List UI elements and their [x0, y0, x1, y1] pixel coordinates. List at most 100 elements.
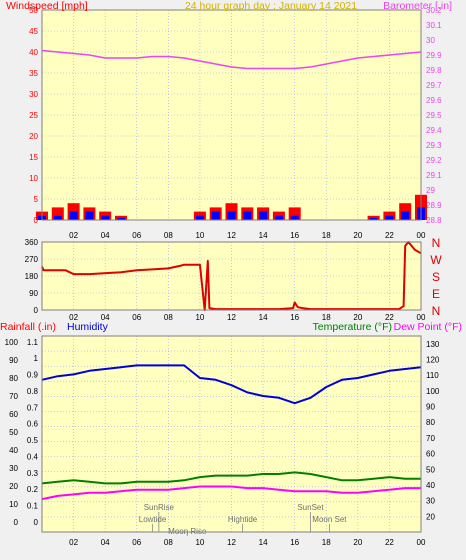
humidity-y-tick-label: 70 — [9, 392, 18, 401]
humidity-axis-label: Humidity — [67, 321, 109, 333]
gust-bar — [259, 211, 268, 220]
rain-y-tick-label: 0.9 — [27, 371, 39, 380]
temp-x-tick-label: 02 — [69, 538, 78, 547]
humidity-y-tick-label: 100 — [5, 338, 19, 347]
gust-bar — [274, 215, 283, 220]
wind-x-tick-label: 18 — [322, 231, 331, 240]
humidity-y-tick-label: 0 — [14, 518, 19, 527]
wind-x-tick-label: 04 — [101, 231, 110, 240]
direction-x-ticks: 02 04 06 08 10 12 14 16 18 20 22 00 — [69, 313, 426, 322]
wind-plot-border — [41, 9, 422, 221]
wind-y-tick-label: 30 — [29, 90, 38, 99]
direction-y-tick-label: 270 — [25, 255, 39, 264]
rain-y-tick-label: 0.5 — [27, 436, 39, 445]
graph-title: 24 hour graph day : January 14 2021 — [185, 0, 357, 12]
wind-y-ticks: 0 5 10 15 20 25 30 35 40 45 50 — [29, 6, 38, 225]
rain-y-tick-label: 0 — [34, 518, 39, 527]
humidity-y-tick-label: 60 — [9, 410, 18, 419]
temperature-line — [41, 471, 421, 485]
event-label: Lowtide — [139, 515, 167, 524]
direction-x-tick-label: 14 — [259, 313, 268, 322]
wind-y-tick-label: 0 — [34, 216, 39, 225]
wind-axis-label: Windspeed [mph] — [6, 0, 88, 12]
humidity-y-tick-label: 40 — [9, 446, 18, 455]
wind-x-tick-label: 12 — [227, 231, 236, 240]
compass-label: N — [432, 236, 441, 250]
rain-y-tick-label: 0.3 — [27, 469, 39, 478]
barometer-y-tick-label: 30.2 — [426, 6, 442, 15]
wind-y-tick-label: 15 — [29, 153, 38, 162]
barometer-y-tick-label: 29.7 — [426, 81, 442, 90]
direction-x-tick-label: 06 — [132, 313, 141, 322]
wind-y-tick-label: 40 — [29, 48, 38, 57]
barometer-axis-label: Barometer [.in] — [383, 0, 452, 12]
temp-y-ticks: 20 30 40 50 60 70 80 90 100 110 120 130 — [426, 340, 440, 521]
direction-y-tick-label: 90 — [29, 289, 38, 298]
barometer-y-tick-label: 29.1 — [426, 171, 442, 180]
wind-x-tick-label: 16 — [290, 231, 299, 240]
direction-x-tick-label: 10 — [195, 313, 204, 322]
wind-y-tick-label: 50 — [29, 6, 38, 15]
gust-bar — [117, 217, 125, 220]
barometer-y-tick-label: 29.9 — [426, 51, 442, 60]
temp-x-tick-label: 14 — [259, 538, 268, 547]
rain-y-tick-label: 0.2 — [27, 485, 39, 494]
temp-y-tick-label: 60 — [426, 450, 435, 459]
direction-x-tick-label: 08 — [164, 313, 173, 322]
direction-line — [41, 241, 422, 311]
temp-x-tick-label: 06 — [132, 538, 141, 547]
dewpoint-line — [41, 485, 421, 501]
compass-label: E — [432, 287, 440, 301]
direction-series — [41, 241, 422, 311]
barometer-y-ticks: 28.8 28.9 29 29.1 29.2 29.3 29.4 29.5 29.6 29.7 29… — [426, 6, 442, 225]
temp-plot-border — [41, 335, 422, 533]
temp-y-tick-label: 30 — [426, 497, 435, 506]
gust-bar — [385, 215, 394, 220]
barometer-y-tick-label: 29.2 — [426, 156, 442, 165]
barometer-y-tick-label: 29.6 — [426, 96, 442, 105]
direction-y-tick-label: 180 — [25, 272, 39, 281]
rain-y-tick-label: 1.1 — [27, 338, 39, 347]
temp-y-tick-label: 80 — [426, 418, 435, 427]
gust-bar — [369, 217, 378, 220]
compass-label: W — [430, 253, 442, 267]
direction-x-tick-label: 12 — [227, 313, 236, 322]
gust-bar — [290, 215, 299, 220]
barometer-y-tick-label: 29 — [426, 186, 435, 195]
wind-y-tick-label: 10 — [29, 174, 38, 183]
wind-y-tick-label: 5 — [34, 195, 39, 204]
rain-y-tick-label: 0.8 — [27, 387, 39, 396]
barometer-line — [41, 49, 422, 70]
gust-bar — [243, 211, 252, 220]
temp-y-tick-label: 120 — [426, 356, 440, 365]
rainfall-axis-label: Rainfall (.in) — [0, 321, 56, 333]
direction-x-tick-label: 02 — [69, 313, 78, 322]
temp-x-tick-label: 16 — [290, 538, 299, 547]
temp-y-tick-label: 70 — [426, 434, 435, 443]
barometer-y-tick-label: 29.5 — [426, 111, 442, 120]
temp-y-tick-label: 110 — [426, 371, 439, 380]
humidity-y-tick-label: 10 — [9, 500, 18, 509]
rain-y-tick-label: 0.4 — [27, 452, 39, 461]
gust-bar — [401, 211, 410, 220]
rain-y-ticks: 0 0.1 0.2 0.3 0.4 0.5 0.6 0.7 0.8 0.9 1 1.1 — [27, 338, 39, 527]
compass-label: N — [432, 304, 441, 318]
temp-y-tick-label: 20 — [426, 512, 435, 521]
temp-x-tick-label: 18 — [322, 538, 331, 547]
temp-y-tick-label: 90 — [426, 403, 435, 412]
humidity-y-tick-label: 50 — [9, 428, 18, 437]
humidity-y-tick-label: 90 — [9, 356, 18, 365]
temp-x-tick-label: 08 — [164, 538, 173, 547]
temp-x-tick-label: 04 — [101, 538, 110, 547]
temp-y-tick-label: 100 — [426, 387, 440, 396]
temp-plot-area — [42, 336, 421, 532]
temp-y-tick-label: 130 — [426, 340, 440, 349]
direction-x-tick-label: 16 — [290, 313, 299, 322]
barometer-y-tick-label: 30.1 — [426, 21, 442, 30]
direction-x-tick-label: 18 — [322, 313, 331, 322]
temp-x-tick-label: 10 — [195, 538, 204, 547]
